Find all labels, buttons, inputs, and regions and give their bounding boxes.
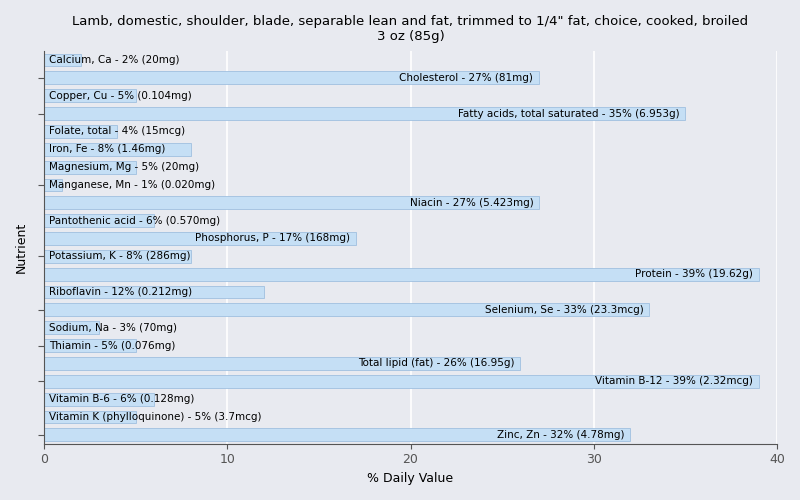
Bar	[44, 357, 521, 370]
Text: Vitamin K (phylloquinone) - 5% (3.7mcg): Vitamin K (phylloquinone) - 5% (3.7mcg)	[50, 412, 262, 422]
Bar	[44, 304, 649, 316]
Text: Pantothenic acid - 6% (0.570mg): Pantothenic acid - 6% (0.570mg)	[50, 216, 221, 226]
Bar	[44, 214, 154, 227]
Text: Protein - 39% (19.62g): Protein - 39% (19.62g)	[635, 269, 754, 279]
Bar	[44, 250, 190, 263]
Text: Cholesterol - 27% (81mg): Cholesterol - 27% (81mg)	[399, 73, 534, 83]
Bar	[44, 428, 630, 441]
Bar	[44, 107, 686, 120]
Bar	[44, 160, 136, 173]
Bar	[44, 232, 355, 245]
Bar	[44, 410, 136, 424]
Text: Magnesium, Mg - 5% (20mg): Magnesium, Mg - 5% (20mg)	[50, 162, 199, 172]
Bar	[44, 178, 62, 192]
Text: Copper, Cu - 5% (0.104mg): Copper, Cu - 5% (0.104mg)	[50, 90, 192, 101]
Bar	[44, 268, 758, 280]
Bar	[44, 286, 264, 298]
Bar	[44, 72, 539, 85]
Bar	[44, 392, 154, 406]
Text: Riboflavin - 12% (0.212mg): Riboflavin - 12% (0.212mg)	[50, 287, 193, 297]
Text: Selenium, Se - 33% (23.3mcg): Selenium, Se - 33% (23.3mcg)	[485, 305, 643, 315]
Text: Vitamin B-6 - 6% (0.128mg): Vitamin B-6 - 6% (0.128mg)	[50, 394, 195, 404]
Text: Sodium, Na - 3% (70mg): Sodium, Na - 3% (70mg)	[50, 322, 178, 332]
X-axis label: % Daily Value: % Daily Value	[367, 472, 454, 485]
Bar	[44, 143, 190, 156]
Y-axis label: Nutrient: Nutrient	[15, 222, 28, 273]
Text: Niacin - 27% (5.423mg): Niacin - 27% (5.423mg)	[410, 198, 534, 208]
Title: Lamb, domestic, shoulder, blade, separable lean and fat, trimmed to 1/4" fat, ch: Lamb, domestic, shoulder, blade, separab…	[73, 15, 749, 43]
Text: Fatty acids, total saturated - 35% (6.953g): Fatty acids, total saturated - 35% (6.95…	[458, 108, 680, 118]
Bar	[44, 322, 99, 334]
Bar	[44, 90, 136, 102]
Text: Manganese, Mn - 1% (0.020mg): Manganese, Mn - 1% (0.020mg)	[50, 180, 215, 190]
Text: Phosphorus, P - 17% (168mg): Phosphorus, P - 17% (168mg)	[195, 234, 350, 243]
Text: Iron, Fe - 8% (1.46mg): Iron, Fe - 8% (1.46mg)	[50, 144, 166, 154]
Text: Thiamin - 5% (0.076mg): Thiamin - 5% (0.076mg)	[50, 340, 176, 350]
Text: Calcium, Ca - 2% (20mg): Calcium, Ca - 2% (20mg)	[50, 55, 180, 65]
Bar	[44, 54, 81, 66]
Text: Potassium, K - 8% (286mg): Potassium, K - 8% (286mg)	[50, 252, 191, 262]
Text: Total lipid (fat) - 26% (16.95g): Total lipid (fat) - 26% (16.95g)	[358, 358, 515, 368]
Text: Vitamin B-12 - 39% (2.32mcg): Vitamin B-12 - 39% (2.32mcg)	[595, 376, 754, 386]
Bar	[44, 375, 758, 388]
Bar	[44, 196, 539, 209]
Bar	[44, 125, 118, 138]
Text: Folate, total - 4% (15mcg): Folate, total - 4% (15mcg)	[50, 126, 186, 136]
Bar	[44, 339, 136, 352]
Text: Zinc, Zn - 32% (4.78mg): Zinc, Zn - 32% (4.78mg)	[498, 430, 625, 440]
